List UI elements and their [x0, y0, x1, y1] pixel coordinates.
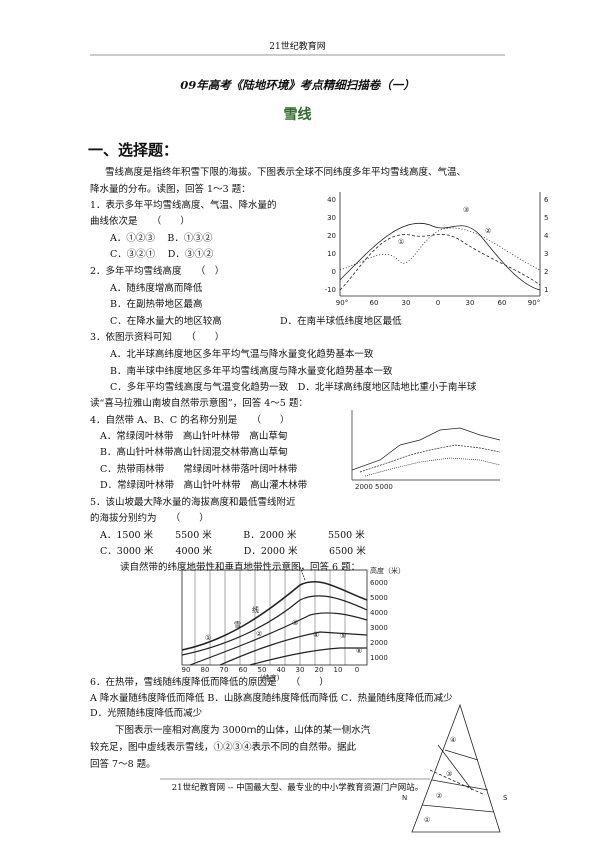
- text-line: A．1500 米 5500 米 B．2000 米 5500 米: [100, 530, 365, 541]
- text-line: 读“喜马拉雅山南坡自然带示意图”，回答 4～5 题：: [90, 398, 308, 409]
- figure-label: 1000: [370, 654, 388, 662]
- figure-label: 2: [544, 268, 548, 276]
- text-line: 3．依图示资料可知 （ ）: [90, 332, 225, 343]
- figure-label: 30: [296, 666, 305, 674]
- figure-label: 10: [334, 666, 343, 674]
- figure-label: 1: [544, 286, 548, 294]
- figure-label: 6: [544, 196, 549, 204]
- slope-label: N: [402, 794, 407, 802]
- figure-3: [181, 566, 368, 666]
- figure-label: ②: [256, 630, 262, 638]
- text-line: 回答 7～8 题。: [90, 759, 156, 770]
- text-line: D．常绿阔叶林带 高山针叶林带 高山灌木林带: [100, 480, 308, 491]
- subtitle: 雪线: [283, 107, 312, 123]
- text-line: B．南半球中纬度地区多年平均雪线高度与降水量变化趋势基本一致: [110, 366, 393, 377]
- axis-label: (纬度): [260, 673, 280, 682]
- figure-label: 5: [544, 214, 548, 222]
- text-line: A．①②③ B．①③②: [110, 233, 213, 244]
- text-line: D．在南半球低纬度地区最低: [280, 316, 402, 327]
- figure-label: 90°: [336, 299, 348, 307]
- curve-label: ②: [485, 227, 491, 235]
- figure-label: 0: [436, 299, 440, 307]
- figure-label: -10: [325, 286, 336, 294]
- header: 21世纪教育网: [269, 42, 326, 52]
- figure-label: ①: [424, 816, 430, 824]
- figure-label: 60: [498, 299, 507, 307]
- text-line: D．光照随纬度降低而减少: [90, 708, 203, 719]
- figure-label: 0: [332, 268, 336, 276]
- figure-label: 50: [258, 666, 267, 674]
- figure-1: [339, 192, 541, 297]
- text-line: 读自然带的纬度地带性和垂直地带性示意图，回答 6 题：: [120, 562, 361, 573]
- figure-label: 3000: [370, 624, 388, 632]
- figure-label: ④: [450, 736, 456, 744]
- figure-label: 4: [544, 232, 549, 240]
- text-line: C．热带雨林带 常绿阔叶林带落叶阔叶林带: [100, 464, 298, 475]
- snow-label: 雪: [234, 621, 241, 629]
- text-line: 雪线高度是指终年积雪下限的海拔。下图表示全球不同纬度多年平均雪线高度、气温、: [105, 167, 467, 178]
- figure-label: 6000: [370, 579, 388, 587]
- figure-label: 70: [220, 666, 229, 674]
- figure-label: ③: [446, 770, 452, 778]
- axis-label: 2000 5000: [355, 483, 393, 491]
- figure-label: 80: [201, 666, 210, 674]
- figure-label: 3: [544, 250, 548, 258]
- slope-label: S: [503, 794, 508, 802]
- text-line: C．在降水量大的地区较高: [110, 316, 222, 327]
- figure-label: ①: [205, 634, 211, 642]
- figure-label: 4000: [370, 609, 388, 617]
- figure-label: 40: [327, 196, 336, 204]
- section-heading: 一、选择题：: [88, 141, 179, 159]
- text-line: 4．自然带 A、B、C 的名称分别是 （ ）: [90, 415, 290, 426]
- figure-4: [411, 703, 501, 833]
- figure-label: 90°: [528, 299, 540, 307]
- text-line: 2．多年平均雪线高度 （ ）: [90, 266, 225, 277]
- figure-label: 90: [182, 666, 191, 674]
- axis-title: 高度（米）: [370, 566, 405, 575]
- text-line: 曲线依次是 （ ）: [90, 216, 190, 227]
- figure-2: [351, 410, 501, 481]
- text-line: B．高山针叶林带高山针阔混交林带高山草甸: [100, 447, 288, 458]
- figure-label: ⑥: [356, 647, 362, 655]
- figure-label: 30: [327, 214, 336, 222]
- title: 09年高考《陆地环境》考点精细扫描卷（一）: [180, 78, 415, 92]
- figure-label: 10: [327, 250, 336, 258]
- figure-label: 40: [277, 666, 286, 674]
- text-line: 5．该山坡最大降水量的海拔高度和最低雪线附近: [90, 497, 296, 508]
- text-line: C．3000 米 4000 米 D．2000 米 6500 米: [100, 546, 366, 557]
- text-line: A．随纬度增高而降低: [110, 283, 203, 294]
- footer: 21世纪教育网 -- 中国最大型、最专业的中小学教育资源门户网站。: [171, 783, 424, 793]
- figure-label: 20: [315, 666, 324, 674]
- figure-label: ⑤: [340, 632, 346, 640]
- figure-label: ④: [313, 631, 319, 639]
- curve-label: ①: [398, 238, 404, 246]
- text-line: 的海拔分别约为 （ ）: [90, 513, 209, 524]
- text-line: A．北半球高纬度地区多年平均气温与降水量变化趋势基本一致: [110, 349, 374, 360]
- text-line: C．多年平均雪线高度与气温变化趋势一致 D．北半球高纬度地区陆地比重小于南半球: [110, 382, 477, 393]
- figure-label: 60: [239, 666, 248, 674]
- text-line: A 降水量随纬度降低而降低 B．山脉高度随纬度降低而降低 C．热量随纬度降低而减…: [90, 693, 453, 704]
- figure-label: ③: [292, 619, 298, 627]
- figure-label: 20: [327, 232, 336, 240]
- figure-label: 30: [466, 299, 475, 307]
- text-line: B．在副热带地区最高: [110, 299, 203, 310]
- figure-label: ②: [436, 792, 442, 800]
- snow-label: 线: [252, 605, 259, 614]
- figure-label: 30: [402, 299, 411, 307]
- text-line: 下图表示一座相对高度为 3000ｍ的山体，山体的某一侧水汽: [115, 725, 371, 736]
- text-line: 降水量的分布。读图，回答 1～3 题：: [90, 184, 251, 195]
- figure-label: 5000: [370, 594, 388, 602]
- text-line: C．③②① D．③①②: [110, 249, 214, 260]
- figure-label: 60: [370, 299, 379, 307]
- figure-label: 2000: [370, 639, 388, 647]
- text-line: 1．表示多年平均雪线高度、气温、降水量的: [90, 200, 277, 211]
- text-line: A．常绿阔叶林带 高山针叶林带 高山草甸: [100, 431, 288, 442]
- text-line: 6．在热带，雪线随纬度降低而降低的原因是 （ ）: [90, 677, 329, 688]
- text-line: 较充足，图中虚线表示雪线，①②③④表示不同的自然带。据此: [90, 742, 357, 753]
- figure-label: 0: [355, 666, 359, 674]
- curve-label: ③: [463, 206, 469, 214]
